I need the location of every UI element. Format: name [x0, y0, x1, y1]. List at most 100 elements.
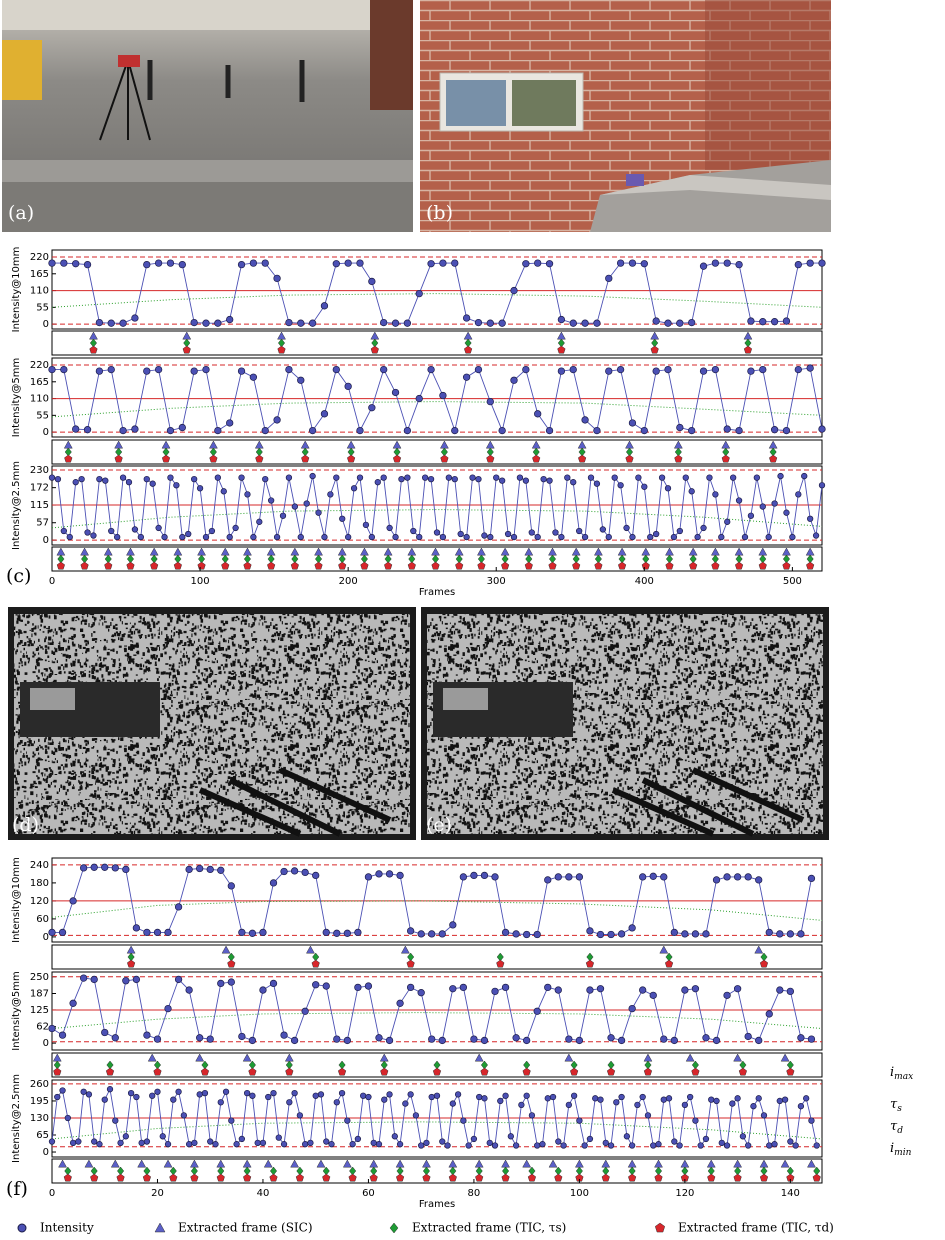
intensity-point: [371, 1140, 377, 1146]
intensity-point: [724, 992, 731, 999]
intensity-point: [312, 981, 319, 988]
intensity-point: [60, 1088, 66, 1094]
intensity-point: [688, 319, 695, 326]
intensity-point: [693, 1118, 699, 1124]
intensity-point: [795, 366, 802, 373]
intensity-point: [262, 476, 268, 482]
intensity-point: [133, 925, 140, 932]
intensity-point: [84, 261, 91, 268]
y-tick-label: 260: [30, 1079, 49, 1090]
intensity-point: [191, 476, 197, 482]
y-tick-label: 180: [30, 878, 49, 889]
intensity-point: [492, 1143, 498, 1149]
intensity-point: [366, 1094, 372, 1100]
intensity-point: [803, 1096, 809, 1102]
intensity-point: [499, 478, 505, 484]
intensity-point: [534, 1143, 540, 1149]
intensity-point: [165, 929, 172, 936]
intensity-point: [614, 1099, 620, 1105]
intensity-point: [215, 320, 222, 327]
intensity-point: [445, 1143, 451, 1149]
intensity-point: [249, 930, 256, 937]
intensity-point: [594, 320, 601, 327]
intensity-point: [123, 866, 130, 873]
intensity-point: [333, 1036, 340, 1043]
intensity-point: [292, 1090, 298, 1096]
intensity-point: [351, 485, 357, 491]
intensity-point: [203, 366, 210, 373]
intensity-point: [144, 929, 151, 936]
intensity-point: [571, 1093, 577, 1099]
intensity-point: [647, 534, 653, 540]
intensity-point: [550, 1094, 556, 1100]
intensity-point: [309, 320, 316, 327]
y-tick-label: 195: [30, 1096, 49, 1107]
intensity-point: [482, 533, 488, 539]
intensity-point: [369, 404, 376, 411]
intensity-point: [387, 525, 393, 531]
intensity-point: [118, 1140, 124, 1146]
intensity-point: [286, 319, 293, 326]
x-tick-label: 80: [468, 1188, 481, 1199]
intensity-point: [96, 319, 103, 326]
intensity-point: [666, 1096, 672, 1102]
intensity-point: [133, 976, 140, 983]
intensity-point: [617, 366, 624, 373]
intensity-point: [302, 1141, 308, 1147]
intensity-point: [297, 1113, 303, 1119]
intensity-point: [798, 1034, 805, 1041]
intensity-point: [565, 475, 571, 481]
intensity-point: [91, 533, 97, 539]
intensity-point: [553, 530, 559, 536]
intensity-point: [600, 527, 606, 533]
intensity-point: [155, 260, 162, 267]
panel-label: (f): [6, 1178, 28, 1200]
intensity-point: [618, 482, 624, 488]
intensity-point: [155, 1089, 161, 1095]
intensity-point: [274, 534, 280, 540]
intensity-point: [629, 925, 636, 932]
intensity-point: [692, 931, 699, 938]
intensity-point: [594, 481, 600, 487]
intensity-point: [587, 1136, 593, 1142]
intensity-point: [689, 489, 695, 495]
intensity-point: [703, 1136, 709, 1142]
intensity-point: [570, 479, 576, 485]
intensity-point: [807, 365, 814, 372]
intensity-point: [239, 1033, 246, 1040]
intensity-point: [126, 479, 132, 485]
intensity-point: [197, 485, 203, 491]
intensity-point: [546, 260, 553, 267]
intensity-point: [558, 368, 565, 375]
intensity-point: [517, 475, 523, 481]
intensity-point: [91, 864, 98, 871]
intensity-point: [149, 1093, 155, 1099]
intensity-point: [659, 475, 665, 481]
legend-marker: [655, 1223, 665, 1232]
intensity-point: [286, 366, 293, 373]
panel-label: (d): [12, 814, 39, 836]
intensity-point: [642, 484, 648, 490]
intensity-point: [772, 1141, 778, 1147]
y-tick-label: 125: [30, 1005, 49, 1016]
intensity-point: [440, 534, 446, 540]
intensity-point: [85, 530, 91, 536]
intensity-point: [61, 260, 68, 267]
intensity-point: [250, 374, 257, 381]
intensity-point: [482, 1096, 488, 1102]
intensity-point: [96, 368, 103, 375]
intensity-point: [597, 985, 604, 992]
intensity-point: [612, 475, 618, 481]
intensity-point: [452, 476, 458, 482]
y-tick-label: 187: [30, 988, 49, 999]
intensity-point: [103, 478, 109, 484]
intensity-point: [809, 1118, 815, 1124]
intensity-point: [407, 984, 414, 991]
intensity-point: [793, 1143, 799, 1149]
intensity-point: [535, 534, 541, 540]
intensity-point: [176, 1089, 182, 1095]
intensity-point: [742, 534, 748, 540]
intensity-point: [777, 987, 784, 994]
intensity-point: [108, 528, 114, 534]
intensity-point: [594, 427, 601, 434]
